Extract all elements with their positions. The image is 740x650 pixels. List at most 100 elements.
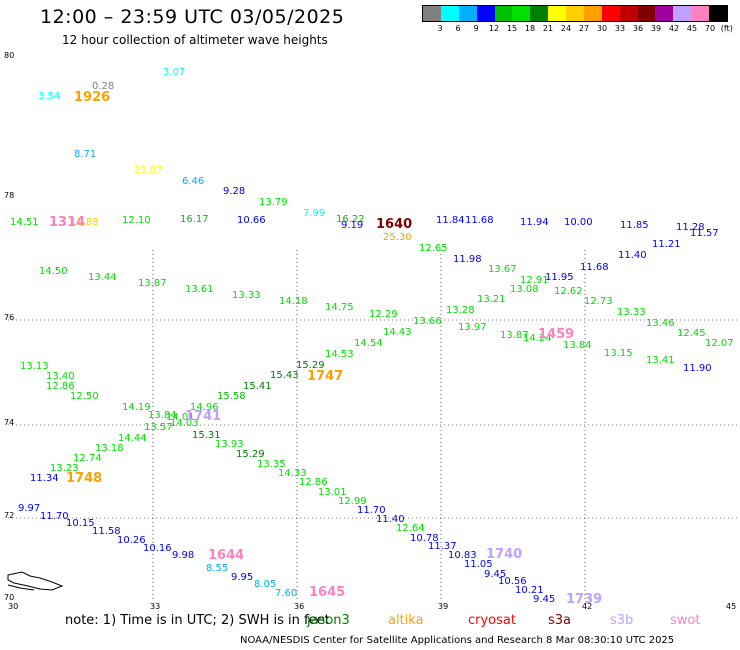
legend-swatch: [458, 6, 477, 21]
wave-height-value: 10.00: [564, 217, 593, 228]
wave-height-value: 13.13: [20, 361, 49, 372]
wave-height-value: 13.87: [138, 278, 167, 289]
wave-height-value: 13.79: [259, 197, 288, 208]
wave-height-value: 14.01: [166, 412, 195, 423]
track-time-label: 1459: [538, 327, 574, 342]
legend-swatch: [566, 6, 584, 21]
wave-height-value: 13.28: [446, 305, 475, 316]
wave-height-value: 12.65: [419, 243, 448, 254]
wave-height-value: 3.54: [38, 91, 60, 102]
wave-height-value: 3.07: [163, 67, 185, 78]
legend-swatch: [440, 6, 459, 21]
page-subtitle: 12 hour collection of altimeter wave hei…: [62, 33, 328, 47]
wave-height-value: 10.56: [498, 576, 527, 587]
wave-height-value: 11.85: [620, 220, 649, 231]
legend-swatch: [530, 6, 549, 21]
wave-height-value: 13.23: [50, 463, 79, 474]
wave-height-value: 13.18: [95, 443, 124, 454]
wave-height-value: 8.71: [74, 149, 96, 160]
legend-tick-label: 70: [704, 24, 716, 33]
wave-height-value: 14.44: [118, 433, 147, 444]
wave-height-value: 12.73: [584, 296, 613, 307]
track-time-label: 1645: [309, 585, 345, 600]
wave-height-value: 12.64: [396, 523, 425, 534]
wave-height-value: 10.15: [66, 518, 95, 529]
wave-height-value: 23.87: [134, 165, 163, 176]
wave-height-value: 9.97: [18, 503, 40, 514]
wave-height-value: 9.95: [231, 572, 253, 583]
page-title: 12:00 – 23:59 UTC 03/05/2025: [40, 6, 345, 28]
wave-height-value: 10.26: [117, 535, 146, 546]
wave-height-value: 15.29: [296, 360, 325, 371]
wave-height-value: 12.74: [73, 453, 102, 464]
wave-height-value: 13.15: [604, 348, 633, 359]
wave-height-value: 11.90: [683, 363, 712, 374]
legend-swatch: [476, 6, 495, 21]
latitude-label: 70: [4, 593, 14, 602]
wave-height-value: 11.70: [357, 505, 386, 516]
wave-height-value: 14.54: [354, 338, 383, 349]
wave-height-value: 11.58: [92, 526, 121, 537]
longitude-label: 36: [294, 602, 304, 611]
wave-height-value: 13.40: [46, 371, 75, 382]
legend-tick-label: 45: [686, 24, 698, 33]
legend-swatch: [709, 6, 727, 21]
legend-swatch: [673, 6, 692, 21]
wave-height-value: 13.44: [88, 272, 117, 283]
track-time-label: 1747: [307, 369, 343, 384]
latitude-label: 76: [4, 313, 14, 322]
legend-tick-label: (ft): [720, 24, 733, 33]
latitude-label: 74: [4, 418, 14, 427]
wave-height-value: 11.37: [428, 541, 457, 552]
wave-height-value: 10.66: [237, 215, 266, 226]
wave-height-value: 10.21: [515, 585, 544, 596]
wave-height-value: 11.68: [465, 215, 494, 226]
wave-height-value: 14.75: [325, 302, 354, 313]
wave-height-value: 12.07: [705, 338, 734, 349]
wave-height-value: 12.45: [677, 328, 706, 339]
legend-color-bar: [422, 5, 728, 22]
wave-height-value: 13.21: [477, 294, 506, 305]
track-time-label: 1741: [185, 409, 221, 424]
wave-height-value: 11.98: [453, 254, 482, 265]
footnote: note: 1) Time is in UTC; 2) SWH is in fe…: [65, 613, 330, 628]
wave-height-value: 11.21: [652, 239, 681, 250]
legend-tick-label: 6: [455, 24, 461, 33]
track-time-labels: 1926 1314 1640 1459 1747 1741 1748 1644 1645 1740…: [49, 90, 602, 607]
wave-height-value: 13.01: [318, 487, 347, 498]
wave-height-value: 15.43: [270, 370, 299, 381]
legend-swatch: [583, 6, 602, 21]
color-legend: 3 6 9 12 15 18 21 24 27 30 33 36 39 42 45 70 (ft): [422, 5, 733, 34]
track-time-label: 1640: [376, 217, 412, 232]
wave-height-value: 14.51: [10, 217, 39, 228]
wave-height-value: 10.78: [410, 533, 439, 544]
wave-height-value: 14.19: [122, 402, 151, 413]
track-time-label: 1748: [66, 471, 102, 486]
legend-swatch: [512, 6, 531, 21]
longitude-label: 33: [150, 602, 160, 611]
legend-swatch: [601, 6, 620, 21]
wave-height-value: 13.35: [257, 459, 286, 470]
wave-height-value: 14.03: [170, 418, 199, 429]
legend-tick-label: 39: [650, 24, 662, 33]
wave-height-value: 16.22: [336, 214, 365, 225]
wave-height-value: 13.08: [510, 284, 539, 295]
satellite-label-swot: swot: [670, 613, 701, 628]
legend-tick-label: 18: [524, 24, 536, 33]
wave-height-value: 13.57: [144, 422, 173, 433]
wave-height-value: 14.96: [190, 402, 219, 413]
wave-height-value: 13.97: [458, 322, 487, 333]
legend-tick-label: 42: [668, 24, 680, 33]
wave-height-value: 6.46: [182, 176, 204, 187]
longitude-label: 45: [726, 602, 736, 611]
satellite-label-s3a: s3a: [548, 613, 572, 628]
wave-height-value: 15.31: [192, 430, 221, 441]
legend-swatch: [637, 6, 656, 21]
wave-height-value: 15.41: [243, 381, 272, 392]
wave-height-value: 13.66: [413, 316, 442, 327]
wave-height-value: 11.88: [70, 217, 99, 228]
legend-swatch: [423, 6, 441, 21]
wave-height-value: 12.91: [520, 275, 549, 286]
